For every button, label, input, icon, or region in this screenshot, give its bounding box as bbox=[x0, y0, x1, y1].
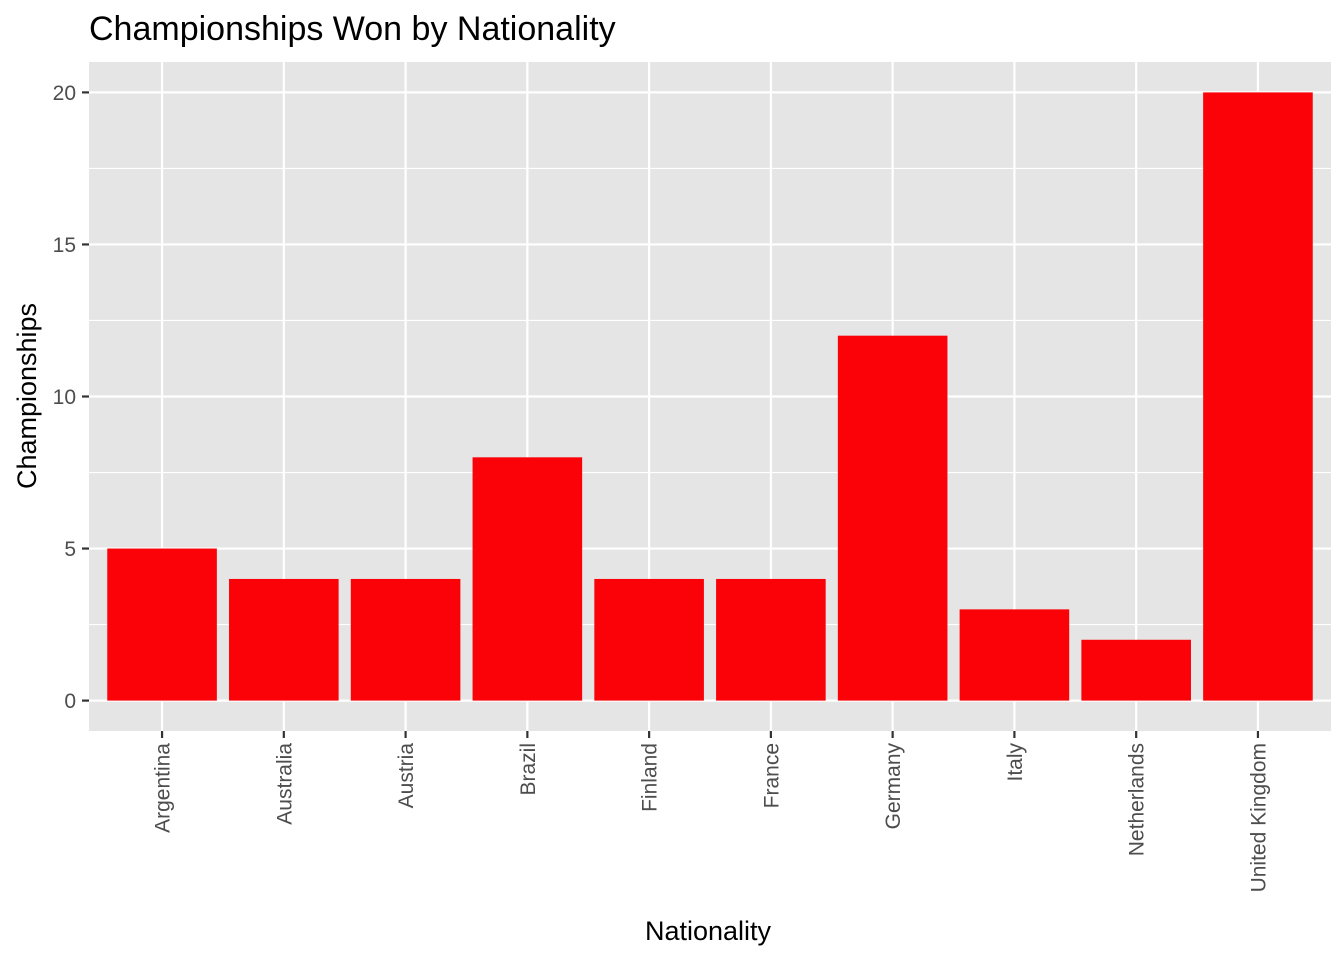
bar-netherlands bbox=[1081, 639, 1191, 701]
bar-australia bbox=[229, 578, 339, 701]
x-tick-label: Austria bbox=[395, 743, 418, 809]
x-tick-label: Italy bbox=[1004, 743, 1027, 782]
x-tick-label: Brazil bbox=[517, 743, 540, 796]
y-tick-label: 15 bbox=[53, 234, 76, 257]
bar-austria bbox=[350, 578, 461, 701]
bar-germany bbox=[837, 335, 948, 701]
x-tick-label: United Kingdom bbox=[1247, 743, 1270, 892]
bar-united-kingdom bbox=[1203, 92, 1313, 701]
chart-title: Championships Won by Nationality bbox=[89, 10, 616, 48]
y-tick-label: 0 bbox=[64, 690, 76, 713]
y-tick-label: 10 bbox=[53, 386, 76, 409]
bar-finland bbox=[594, 578, 704, 701]
y-tick-label: 20 bbox=[53, 82, 76, 105]
x-tick-label: France bbox=[760, 743, 783, 808]
bar-italy bbox=[959, 609, 1070, 701]
x-tick-label: Netherlands bbox=[1126, 743, 1149, 856]
x-axis-title: Nationality bbox=[645, 916, 772, 946]
x-tick-label: Argentina bbox=[152, 743, 175, 833]
y-tick-label: 5 bbox=[64, 538, 76, 561]
bar-argentina bbox=[107, 548, 217, 701]
bar-france bbox=[716, 578, 826, 701]
bars bbox=[107, 92, 1313, 701]
x-tick-label: Australia bbox=[273, 743, 296, 825]
x-axis: Argentina Australia Austria Brazil Finland Fr… bbox=[152, 731, 1270, 892]
x-tick-label: Finland bbox=[639, 743, 662, 812]
y-axis-title: Championships bbox=[12, 303, 42, 489]
bar-brazil bbox=[472, 457, 583, 701]
x-tick-label: Germany bbox=[882, 743, 905, 830]
y-axis: 0 5 10 15 20 bbox=[53, 82, 89, 713]
